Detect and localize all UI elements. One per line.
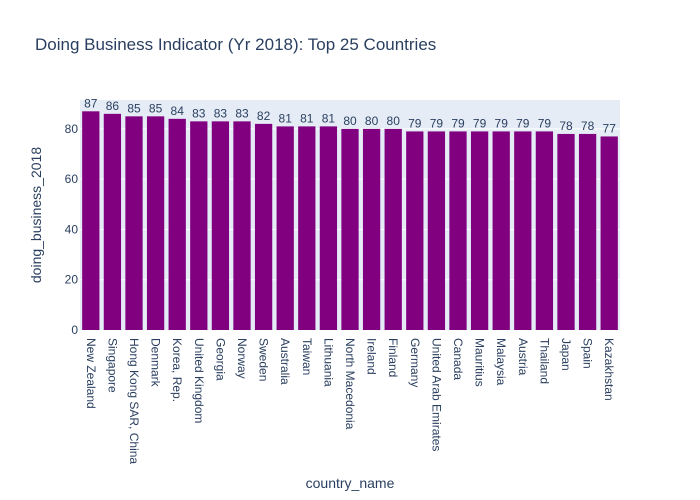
bar-value-label: 78 [559, 119, 573, 133]
bar-value-label: 81 [300, 111, 314, 125]
bar-value-label: 81 [322, 111, 336, 125]
bar-value-label: 81 [279, 111, 293, 125]
bar-value-label: 78 [581, 119, 595, 133]
bar [233, 121, 251, 330]
x-tick-label: Austria [516, 338, 530, 376]
bar [190, 121, 208, 330]
bar [254, 123, 273, 330]
x-tick-label: Taiwan [300, 338, 314, 375]
bars-group [82, 111, 618, 331]
bar-value-label: 79 [473, 116, 487, 130]
x-tick-label: Denmark [149, 338, 163, 388]
x-tick-label: Mauritius [473, 338, 487, 387]
x-tick-label: Norway [235, 338, 249, 379]
bar [341, 128, 359, 330]
bar-value-label: 79 [430, 116, 444, 130]
bar-value-label: 87 [84, 96, 98, 110]
bar [276, 126, 294, 331]
x-tick-label: Spain [581, 338, 595, 369]
bar [492, 131, 510, 330]
bar-value-label: 79 [408, 116, 422, 130]
x-tick-label: Australia [278, 338, 292, 385]
bar [449, 131, 467, 330]
bar [362, 128, 381, 330]
x-tick-label: Finland [386, 338, 400, 377]
bar [146, 116, 165, 330]
bar-value-label: 80 [365, 114, 379, 128]
x-tick-label: Singapore [105, 338, 119, 393]
x-axis-title: country_name [306, 475, 395, 491]
bar-value-label: 77 [603, 121, 617, 135]
y-axis-ticks: 0 20 40 60 80 [65, 122, 79, 337]
bar-value-label: 79 [538, 116, 552, 130]
x-tick-label: Thailand [537, 338, 551, 384]
bar-value-label: 83 [214, 106, 228, 120]
bar [82, 111, 100, 330]
bar [211, 121, 230, 330]
x-tick-label: North Macedonia [343, 338, 357, 430]
y-tick-label: 40 [65, 222, 79, 236]
bar-value-label: 83 [192, 106, 206, 120]
x-tick-label: Hong Kong SAR, China [127, 338, 141, 464]
x-tick-label: Ireland [365, 338, 379, 375]
y-axis-title: doing_business_2018 [28, 147, 44, 283]
bar [319, 126, 338, 331]
bar [535, 131, 554, 330]
bar [298, 126, 316, 331]
bar-value-label: 86 [106, 99, 120, 113]
bar [600, 136, 618, 330]
chart-title: Doing Business Indicator (Yr 2018): Top … [35, 35, 436, 54]
bar [427, 131, 446, 330]
bar-value-label: 85 [127, 101, 141, 115]
bar-value-label: 79 [451, 116, 465, 130]
x-tick-label: Sweden [257, 338, 271, 381]
bar-value-label: 79 [495, 116, 509, 130]
bar-value-label: 84 [171, 104, 185, 118]
x-axis-ticks: New Zealand Singapore Hong Kong SAR, China… [84, 338, 616, 464]
bar [125, 116, 143, 330]
x-tick-label: Canada [451, 338, 465, 380]
x-tick-label: Lithuania [321, 338, 335, 387]
bar-value-label: 79 [516, 116, 530, 130]
bar [514, 131, 532, 330]
x-tick-label: Germany [408, 338, 422, 387]
bar [406, 131, 424, 330]
bar [557, 133, 575, 330]
bar-value-label: 80 [343, 114, 357, 128]
y-tick-label: 20 [65, 273, 79, 287]
y-tick-label: 0 [71, 323, 78, 337]
y-tick-label: 60 [65, 172, 79, 186]
y-tick-label: 80 [65, 122, 79, 136]
bar-value-label: 80 [387, 114, 401, 128]
x-tick-label: United Kingdom [192, 338, 206, 423]
x-tick-label: Korea, Rep. [170, 338, 184, 402]
x-tick-label: Georgia [213, 338, 227, 381]
bar-value-label: 85 [149, 101, 163, 115]
data-labels-group: 87 86 85 85 84 83 83 83 82 81 81 81 80 80 80 79 79 79 79 79… [84, 96, 616, 135]
x-tick-label: Malaysia [494, 338, 508, 386]
x-tick-label: New Zealand [84, 338, 98, 409]
bar [168, 118, 186, 330]
x-tick-label: Japan [559, 338, 573, 371]
bar [384, 128, 402, 330]
bar-value-label: 82 [257, 109, 271, 123]
bar [103, 113, 122, 330]
bar [578, 133, 597, 330]
x-tick-label: United Arab Emirates [429, 338, 443, 451]
x-tick-label: Kazakhstan [602, 338, 616, 401]
bar [470, 131, 489, 330]
bar-value-label: 83 [235, 106, 249, 120]
